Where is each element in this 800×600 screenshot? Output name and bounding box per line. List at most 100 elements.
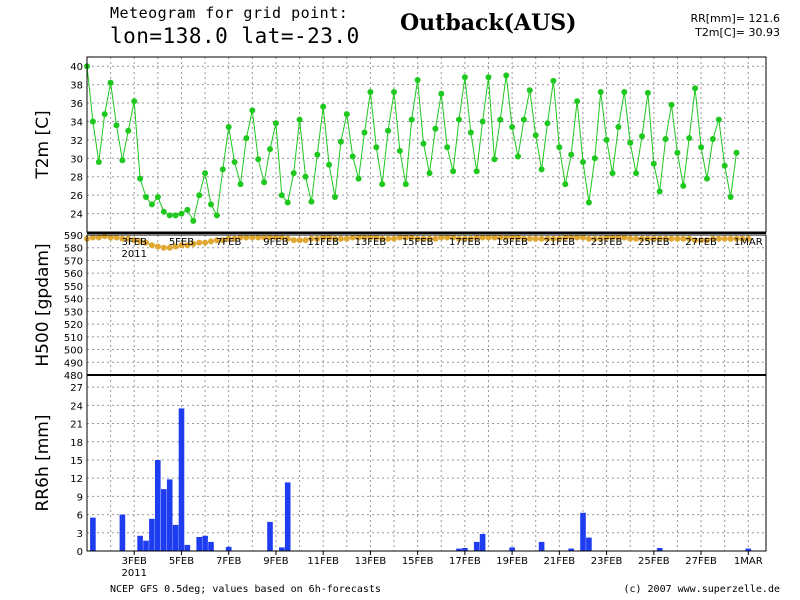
date-label-bottom: 19FEB xyxy=(496,556,528,567)
date-label-bottom: 25FEB xyxy=(638,556,670,567)
t2m-data-point xyxy=(408,116,415,123)
t2m-data-point xyxy=(361,129,368,136)
t2m-current-readout: T2m[C]= 30.93 xyxy=(695,26,780,39)
rr6h-bar xyxy=(279,547,285,551)
rr6h-y-tick-label: 21 xyxy=(70,420,83,431)
t2m-data-point xyxy=(267,146,273,153)
t2m-data-point xyxy=(166,212,173,219)
h500-y-tick-label: 580 xyxy=(64,244,83,255)
location-name: Outback(AUS) xyxy=(400,10,577,36)
t2m-data-point xyxy=(621,89,628,95)
rr6h-bar xyxy=(178,408,185,551)
h500-data-point xyxy=(367,234,374,241)
h500-data-point xyxy=(715,235,722,242)
date-label-top: 11FEB xyxy=(307,237,339,248)
h500-data-point xyxy=(272,234,279,241)
t2m-data-point xyxy=(154,194,161,200)
rr6h-bar xyxy=(580,512,586,551)
h500-data-point xyxy=(402,234,409,241)
rr6h-bar xyxy=(267,521,273,551)
h500-data-point xyxy=(202,239,209,246)
t2m-series-line xyxy=(86,66,737,223)
rr6h-y-tick-label: 9 xyxy=(77,492,83,503)
h500-y-tick-label: 560 xyxy=(64,269,83,280)
h500-data-point xyxy=(550,235,557,242)
h500-data-point xyxy=(420,235,427,242)
t2m-data-point xyxy=(184,206,191,213)
t2m-y-tick-label: 28 xyxy=(70,173,83,184)
rr6h-frame xyxy=(86,374,767,552)
rr6h-bar xyxy=(473,541,480,551)
h500-y-tick-label: 490 xyxy=(64,358,83,369)
t2m-data-point xyxy=(597,89,604,95)
h500-data-point xyxy=(184,242,191,249)
t2m-data-point xyxy=(326,161,333,168)
t2m-panel: 24 26 28 30 32 34 36 38 40 T2m [C] xyxy=(33,56,767,233)
date-label-top: 27FEB xyxy=(685,237,717,248)
h500-axis-title: H500 [gpdam] xyxy=(33,243,53,366)
h500-data-point xyxy=(190,240,197,247)
t2m-data-point xyxy=(391,89,397,95)
date-label-bottom: 5FEB xyxy=(169,556,194,567)
h500-y-tick-label: 570 xyxy=(64,256,83,267)
data-source-note: NCEP GFS 0.5deg; values based on 6h-fore… xyxy=(110,584,381,595)
t2m-data-point xyxy=(160,208,167,215)
h500-data-point xyxy=(698,237,705,244)
h500-data-point xyxy=(686,235,693,242)
h500-data-point xyxy=(408,234,415,241)
date-label-top: 7FEB xyxy=(216,237,241,248)
rr6h-y-tick-label: 24 xyxy=(70,401,83,412)
t2m-data-point xyxy=(131,98,138,105)
t2m-data-point xyxy=(202,170,209,177)
t2m-data-point xyxy=(255,156,262,163)
t2m-data-point xyxy=(148,201,155,208)
h500-data-point xyxy=(237,234,244,241)
h500-data-point xyxy=(414,235,421,242)
t2m-data-point xyxy=(532,132,539,139)
t2m-data-point xyxy=(467,129,474,136)
t2m-y-tick-label: 24 xyxy=(70,210,83,221)
h500-data-point xyxy=(219,237,226,244)
h500-data-point xyxy=(467,235,474,242)
h500-y-tick-label: 530 xyxy=(64,307,83,318)
rr6h-bar xyxy=(509,547,515,551)
h500-y-tick-label: 500 xyxy=(64,346,83,357)
t2m-data-point xyxy=(125,127,132,134)
grid-point-coordinates: lon=138.0 lat=-23.0 xyxy=(110,24,360,48)
h500-data-point xyxy=(503,234,510,241)
h500-data-point xyxy=(391,235,397,242)
t2m-data-point xyxy=(656,188,663,195)
t2m-data-point xyxy=(686,135,693,142)
t2m-data-point xyxy=(243,135,250,142)
date-label-top: 13FEB xyxy=(355,237,387,248)
t2m-data-point xyxy=(385,127,392,134)
t2m-data-point xyxy=(721,162,728,169)
t2m-data-point xyxy=(296,116,303,123)
h500-data-point xyxy=(107,234,114,241)
rr6h-bar xyxy=(184,544,191,551)
h500-data-point xyxy=(438,234,445,241)
h500-data-point xyxy=(302,237,309,244)
h500-data-point xyxy=(326,234,333,241)
h500-data-point xyxy=(721,235,728,242)
t2m-data-point xyxy=(432,125,439,132)
h500-data-point xyxy=(544,235,551,242)
rr6h-bar xyxy=(479,534,486,551)
h500-data-point xyxy=(213,237,220,244)
h500-data-point xyxy=(574,234,581,241)
t2m-data-point xyxy=(509,124,516,130)
t2m-data-point xyxy=(627,139,634,146)
date-label-top: 17FEB xyxy=(449,237,481,248)
h500-data-point xyxy=(644,235,651,242)
date-label-bottom: 15FEB xyxy=(402,556,434,567)
date-label-bottom: 9FEB xyxy=(263,556,288,567)
h500-data-point xyxy=(278,234,285,241)
date-label-top: 21FEB xyxy=(544,237,576,248)
h500-data-point xyxy=(497,234,504,241)
rr6h-bar xyxy=(284,482,291,551)
t2m-data-point xyxy=(261,179,268,186)
h500-data-point xyxy=(355,234,362,241)
t2m-data-point xyxy=(225,124,232,130)
h500-data-point xyxy=(308,235,315,242)
h500-data-point xyxy=(538,235,545,242)
